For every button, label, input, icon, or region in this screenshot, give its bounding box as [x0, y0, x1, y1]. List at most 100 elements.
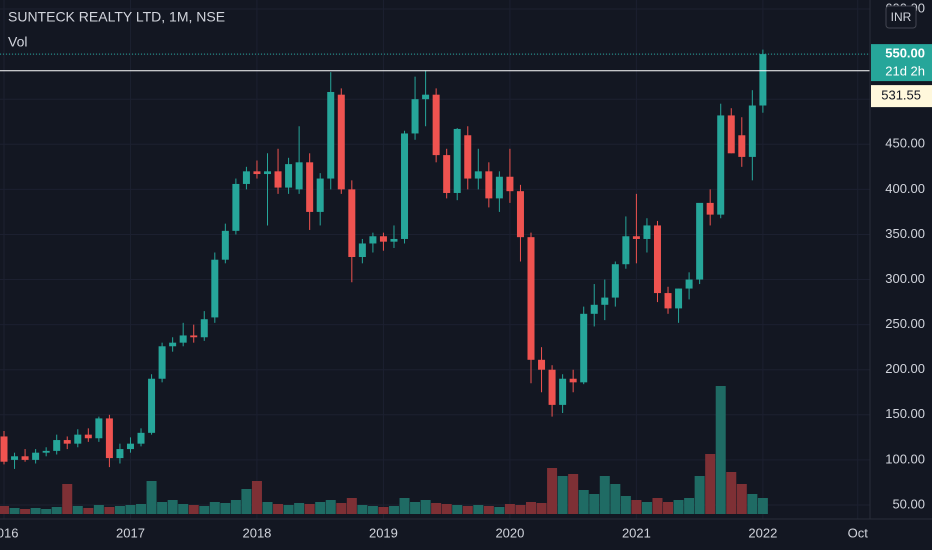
volume-bar [452, 505, 463, 514]
candle-body [538, 359, 546, 370]
volume-bar [504, 504, 515, 514]
volume-bar [726, 472, 737, 514]
volume-bar [114, 506, 125, 514]
candle-body [401, 133, 409, 239]
volume-bar [631, 500, 642, 514]
currency-label[interactable]: INR [891, 10, 912, 24]
volume-bar [462, 506, 473, 514]
volume-bar [399, 498, 410, 514]
volume-bar [610, 484, 621, 514]
volume-bar [620, 496, 631, 514]
volume-bar [30, 508, 41, 514]
candle-body [264, 171, 271, 175]
volume-bar [431, 503, 442, 514]
candle-body [527, 237, 535, 360]
volume-bar [367, 506, 378, 514]
x-tick-label: 2017 [116, 525, 145, 540]
candle-body [95, 418, 103, 439]
volume-bar [747, 494, 758, 514]
candle-body [285, 164, 293, 188]
candle-body [169, 342, 177, 347]
volume-bar [736, 484, 747, 514]
volume-bar [294, 503, 305, 514]
candle-body [379, 236, 387, 242]
y-tick-label: 450.00 [885, 136, 925, 151]
volume-bar [346, 498, 357, 514]
candle-body [611, 264, 619, 298]
chart-title: SUNTECK REALTY LTD, 1M, NSE [8, 9, 225, 25]
currency-badge[interactable] [885, 5, 917, 29]
candle-body [211, 259, 219, 318]
candle-body [664, 293, 672, 309]
candle-body [253, 171, 261, 175]
candle-body [516, 191, 524, 238]
candle-body [453, 128, 461, 193]
candle-body [643, 225, 651, 239]
y-tick-label: 200.00 [885, 361, 925, 376]
volume-bar [420, 500, 431, 514]
volume-bar [41, 509, 52, 514]
last-price-label: 550.00 [885, 46, 925, 61]
volume-bar [694, 476, 705, 514]
volume-layer [0, 386, 768, 514]
volume-bar [757, 498, 768, 514]
volume-bar [125, 505, 136, 514]
candle-body [559, 378, 567, 405]
candle-body [590, 304, 598, 314]
volume-bar [315, 502, 326, 514]
x-tick-label: Oct [848, 525, 869, 540]
last-price-box [871, 44, 932, 82]
volume-bar [673, 500, 684, 514]
volume-bar [178, 504, 189, 514]
candle-body [137, 432, 145, 444]
candle-body [348, 189, 356, 257]
volume-bar [209, 502, 220, 514]
volume-bar [536, 503, 547, 514]
candle-body [232, 183, 240, 231]
candle-body [474, 171, 482, 179]
volume-bar [104, 507, 115, 514]
candle-body [369, 236, 377, 244]
volume-bar [483, 506, 494, 514]
candle-body [337, 94, 345, 190]
y-tick-label: 50.00 [892, 496, 925, 511]
candle-body [295, 162, 303, 190]
volume-bar [599, 476, 610, 514]
volume-bar [262, 502, 273, 514]
candle-body [11, 456, 19, 460]
volume-label: Vol [8, 34, 27, 50]
candle-body [443, 155, 451, 193]
volume-bar [547, 468, 558, 514]
volume-bar [20, 509, 31, 514]
candle-body [358, 243, 366, 257]
candle-body [21, 456, 29, 460]
volume-bar [378, 507, 389, 514]
candle-body [116, 449, 124, 459]
y-tick-label: 350.00 [885, 226, 925, 241]
volume-bar [241, 489, 252, 514]
candle-body [105, 418, 113, 459]
candle-body [306, 162, 314, 212]
price-line-box [871, 85, 932, 108]
candle-body [506, 176, 514, 192]
volume-bar [526, 502, 536, 514]
volume-bar [663, 502, 674, 514]
candle-body [696, 202, 704, 280]
volume-bar [515, 505, 526, 514]
candle-body [327, 91, 335, 179]
candle-body [653, 225, 661, 294]
candle-body [179, 335, 187, 343]
volume-bar [325, 500, 336, 514]
candle-body [717, 115, 725, 215]
volume-bar [705, 454, 716, 514]
x-tick-label: 2018 [242, 525, 271, 540]
candle-body [221, 230, 229, 260]
volume-bar [83, 508, 94, 514]
y-tick-label: 150.00 [885, 406, 925, 421]
volume-bar [199, 506, 210, 514]
volume-bar [336, 503, 347, 514]
y-tick-label: 100.00 [885, 451, 925, 466]
candle-body [411, 99, 419, 134]
